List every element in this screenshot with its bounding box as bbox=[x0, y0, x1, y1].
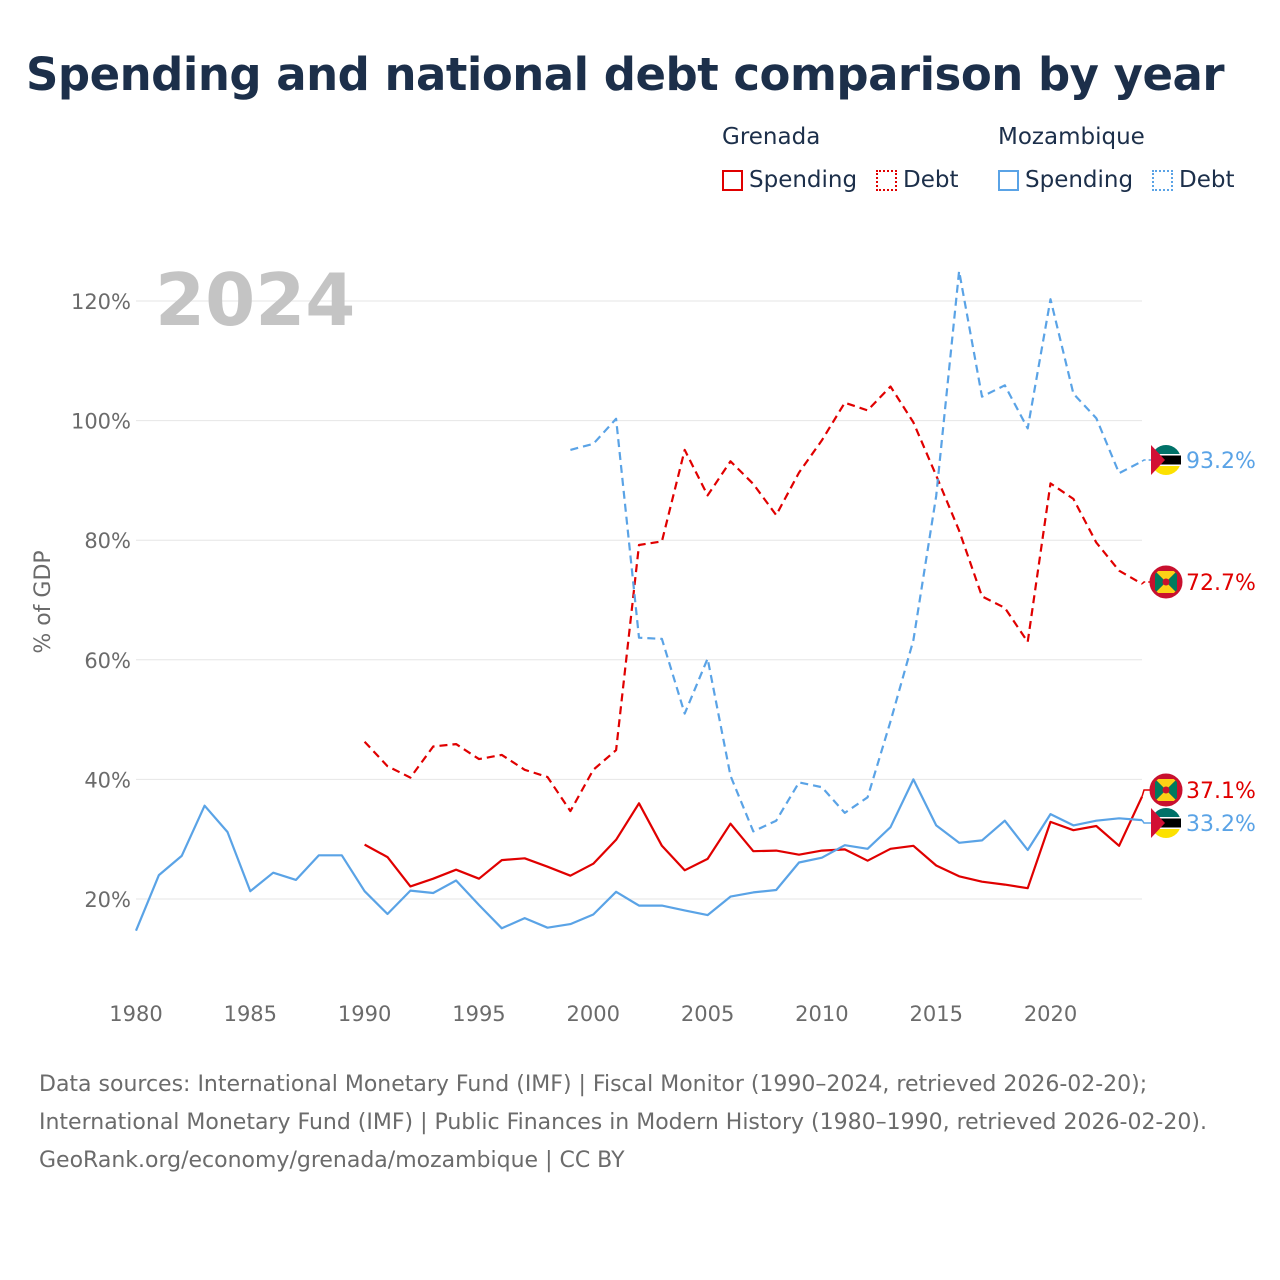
x-axis-ticks: 1980 1985 1990 1995 2000 2005 2010 2015 2020 bbox=[109, 1002, 1077, 1026]
series-line-grenada-spending[interactable] bbox=[364, 796, 1143, 890]
x-tick-label: 2015 bbox=[910, 1002, 963, 1026]
footer: Data sources: International Monetary Fun… bbox=[39, 1066, 1239, 1180]
y-tick-label: 60% bbox=[84, 649, 131, 673]
series-lines bbox=[134, 270, 1143, 932]
legend-country-grenada: Grenada bbox=[722, 124, 821, 150]
chart-title: Spending and national debt comparison by… bbox=[26, 48, 1225, 101]
legend-label: Spending bbox=[749, 167, 858, 193]
end-labels: 37.1% 72.7% 33.2% 93.2% bbox=[1141, 445, 1256, 838]
end-label-connector bbox=[1141, 459, 1151, 462]
y-tick-label: 100% bbox=[71, 410, 131, 434]
legend-label: Debt bbox=[1179, 167, 1235, 193]
y-tick-label: 80% bbox=[84, 529, 131, 553]
y-axis-label: % of GDP bbox=[31, 550, 56, 653]
end-value-label: 72.7% bbox=[1186, 571, 1256, 596]
series-line-mozambique-spending[interactable] bbox=[134, 778, 1143, 932]
legend-item-mozambique-spending[interactable]: Spending bbox=[998, 167, 1133, 193]
legend-item-mozambique-debt[interactable]: Debt bbox=[1152, 167, 1234, 193]
dotted-line-swatch-icon bbox=[1152, 169, 1173, 191]
y-tick-label: 40% bbox=[84, 768, 131, 792]
y-tick-label: 20% bbox=[84, 888, 131, 912]
end-label-connector bbox=[1141, 581, 1151, 585]
solid-line-swatch-icon bbox=[998, 169, 1019, 191]
solid-line-swatch-icon bbox=[722, 169, 743, 191]
x-tick-label: 1995 bbox=[452, 1002, 505, 1026]
x-tick-label: 1980 bbox=[109, 1002, 162, 1026]
end-value-label: 93.2% bbox=[1186, 449, 1256, 474]
end-value-label: 33.2% bbox=[1186, 812, 1256, 837]
dotted-line-swatch-icon bbox=[876, 169, 897, 191]
x-tick-label: 2005 bbox=[681, 1002, 734, 1026]
legend-item-grenada-spending[interactable]: Spending bbox=[722, 167, 857, 193]
line-chart: 2024 20%40%60%80%100%120% 1980 1985 1990 19… bbox=[31, 258, 1256, 1026]
credit-link[interactable]: GeoRank.org/economy/grenada/mozambique |… bbox=[39, 1148, 625, 1173]
x-tick-label: 2000 bbox=[567, 1002, 620, 1026]
year-watermark: 2024 bbox=[155, 258, 355, 342]
x-tick-label: 1985 bbox=[224, 1002, 277, 1026]
grenada-flag-icon bbox=[1149, 565, 1183, 599]
x-tick-label: 2020 bbox=[1024, 1002, 1077, 1026]
mozambique-flag-icon bbox=[1151, 445, 1181, 475]
gridlines bbox=[136, 300, 1142, 900]
end-value-label: 37.1% bbox=[1186, 779, 1256, 804]
mozambique-flag-icon bbox=[1151, 808, 1181, 838]
legend-country-mozambique: Mozambique bbox=[998, 124, 1145, 150]
end-label-connector bbox=[1141, 789, 1151, 797]
x-tick-label: 2010 bbox=[795, 1002, 848, 1026]
y-tick-label: 120% bbox=[71, 290, 131, 314]
y-axis-ticks: 20% 40% 60% 80% 100% 120% bbox=[71, 290, 131, 912]
data-sources-note: Data sources: International Monetary Fun… bbox=[39, 1072, 1207, 1135]
legend-label: Debt bbox=[903, 167, 959, 193]
grenada-flag-icon bbox=[1149, 773, 1183, 807]
end-label-connector bbox=[1141, 819, 1151, 824]
legend-label: Spending bbox=[1025, 167, 1134, 193]
legend-item-grenada-debt[interactable]: Debt bbox=[876, 167, 958, 193]
series-line-grenada-debt[interactable] bbox=[363, 385, 1143, 813]
series-line-mozambique-debt[interactable] bbox=[570, 270, 1143, 833]
x-tick-label: 1990 bbox=[338, 1002, 391, 1026]
